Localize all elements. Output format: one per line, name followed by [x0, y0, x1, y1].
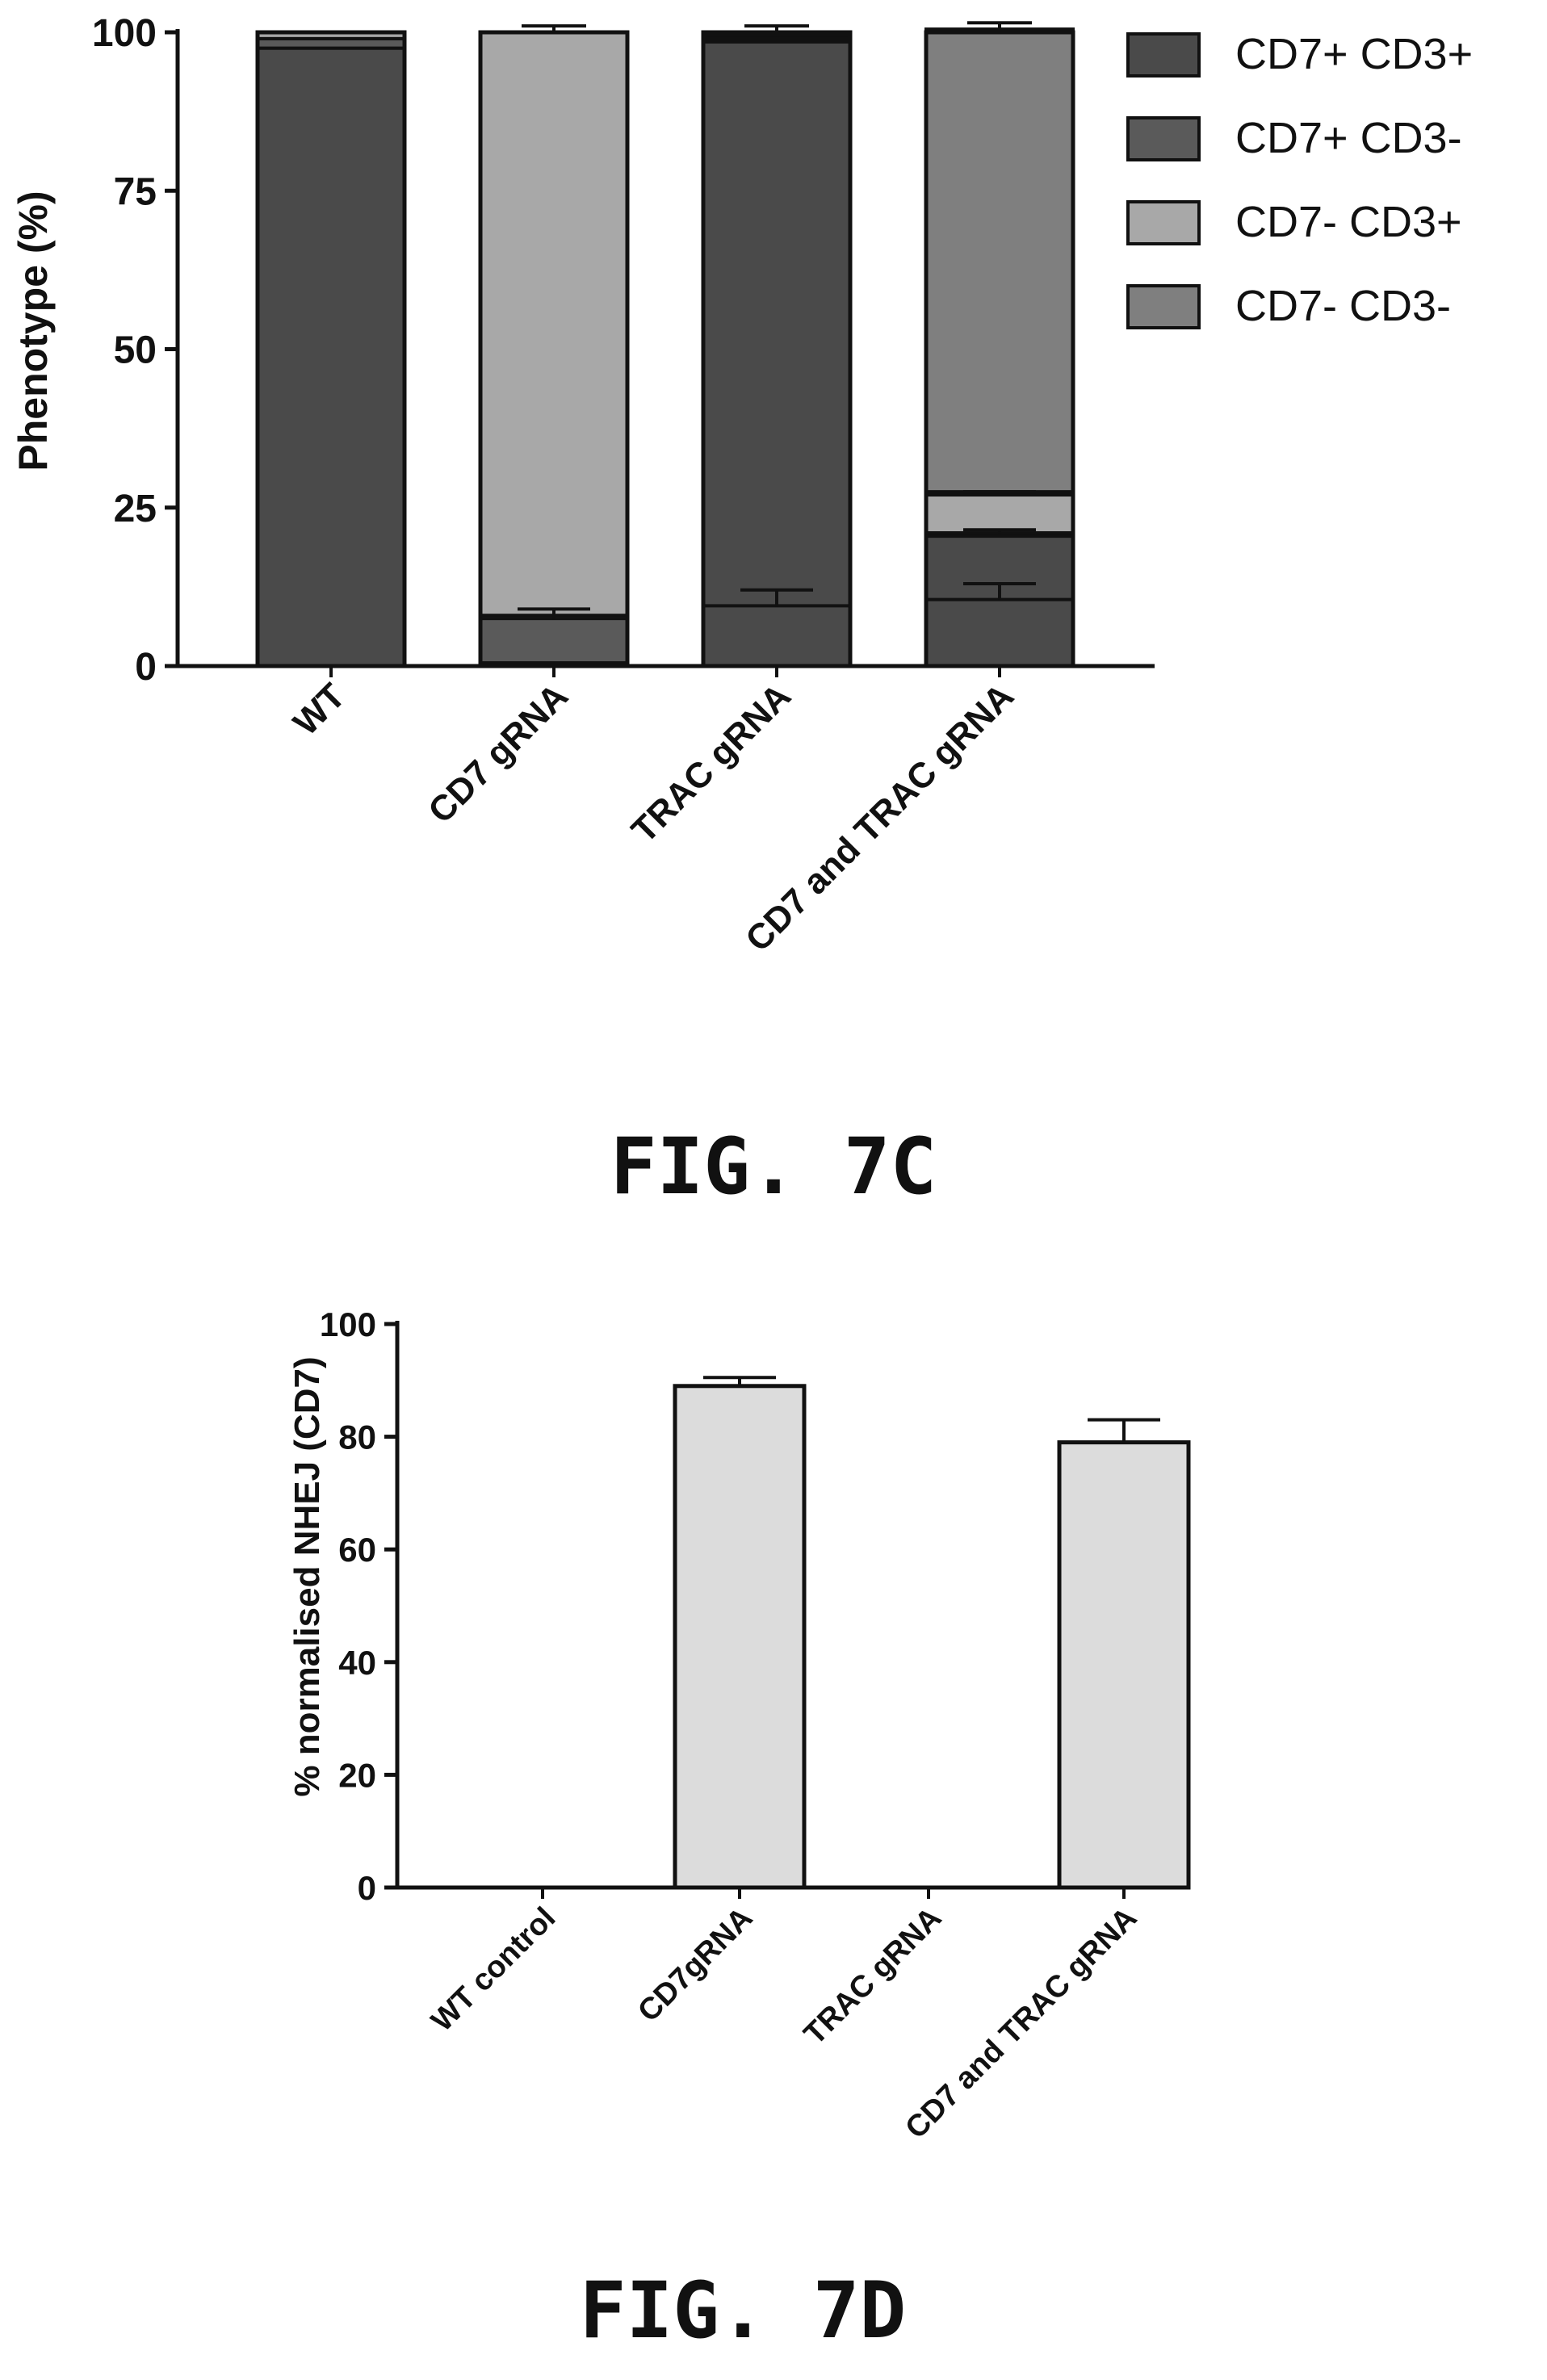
c7d-bar — [673, 1384, 807, 1890]
c7c-y-tick-label: 50 — [114, 329, 157, 372]
c7d-y-tick-label: 20 — [338, 1756, 376, 1794]
c7c-legend-swatch — [1126, 200, 1201, 245]
c7d-x-tick-label: WT control — [425, 1901, 562, 2039]
c7c-legend-label: CD7- CD3+ — [1235, 198, 1462, 246]
c7c-bar-segment — [256, 46, 406, 668]
c7c-bar-segment — [479, 614, 629, 665]
c7c-y-tick-label: 75 — [114, 170, 157, 213]
c7c-legend-label: CD7+ CD3+ — [1235, 30, 1473, 78]
c7c-y-tick-label: 100 — [92, 12, 157, 55]
c7c-legend-swatch — [1126, 116, 1201, 161]
c7c-bar-segment — [924, 27, 1075, 494]
c7d-y-tick-label: 0 — [358, 1869, 376, 1907]
c7c-legend-swatch — [1126, 32, 1201, 78]
c7d-figure-label: FIG. 7D — [580, 2265, 907, 2356]
c7c-bar-segment — [702, 40, 852, 668]
c7c-x-tick-label: TRAC gRNA — [624, 676, 799, 850]
c7d-y-tick-label: 100 — [320, 1305, 376, 1343]
c7d-bars-group — [673, 1376, 1191, 1890]
c7c-x-tick-label: WT — [286, 676, 353, 743]
c7c-legend-label: CD7- CD3- — [1235, 282, 1451, 330]
c7c-bars-group — [255, 21, 1075, 668]
c7c-x-tick-label: CD7 gRNA — [421, 676, 576, 831]
c7c-y-axis-label: Phenotype (%) — [10, 191, 56, 471]
c7d-y-tick-label: 60 — [338, 1531, 376, 1569]
c7c-legend-swatch — [1126, 284, 1201, 329]
c7c-y-tick-label: 0 — [135, 646, 157, 689]
c7c-figure-label: FIG. 7C — [610, 1121, 937, 1212]
c7d-y-axis-label: % normalised NHEJ (CD7) — [287, 1356, 327, 1796]
c7c-bar-segment — [924, 490, 1075, 535]
c7d-x-tick-label: CD7gRNA — [631, 1901, 759, 2029]
c7c-legend-label: CD7+ CD3- — [1235, 114, 1462, 162]
c7c-legend: CD7+ CD3+ CD7+ CD3- CD7- CD3+ CD7- CD3- — [1126, 30, 1473, 330]
c7c-bar-segment — [479, 31, 629, 618]
c7d-x-tick-label: CD7 and TRAC gRNA — [899, 1901, 1143, 2146]
c7d-x-tick-label: TRAC gRNA — [798, 1901, 948, 2051]
c7c-y-tick-label: 25 — [114, 488, 157, 530]
c7d-bar — [1057, 1440, 1191, 1890]
c7d-y-tick-label: 40 — [338, 1644, 376, 1682]
c7d-y-tick-label: 80 — [338, 1418, 376, 1456]
